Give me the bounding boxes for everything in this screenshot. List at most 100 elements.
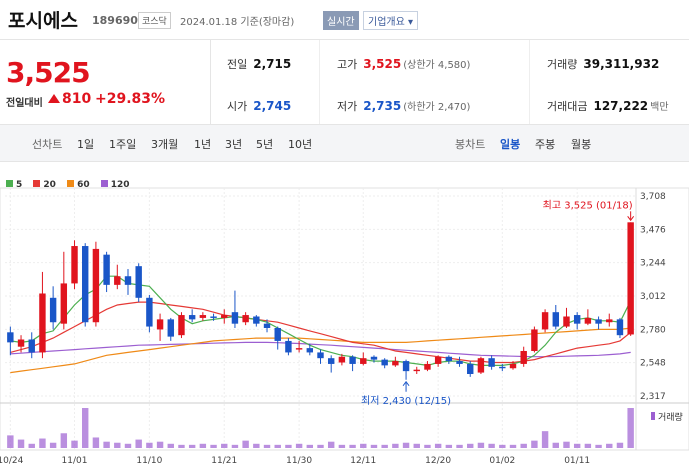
x-tick-label: 11/30 xyxy=(286,456,312,466)
candle-body xyxy=(563,316,570,327)
low-arrowhead-icon xyxy=(402,380,410,387)
ma60-line xyxy=(10,327,631,374)
volume-bar xyxy=(103,441,110,448)
volume-bar xyxy=(627,408,634,448)
candle-body xyxy=(327,358,335,364)
tab-3y[interactable]: 3년 xyxy=(225,138,243,151)
legend-swatch xyxy=(33,180,41,187)
candle-body xyxy=(402,361,410,372)
x-tick-label: 12/11 xyxy=(350,456,376,466)
volume-bar xyxy=(531,440,538,448)
price-change: 810 xyxy=(48,91,91,107)
volume-bar xyxy=(7,435,14,448)
divider xyxy=(529,40,530,124)
volume-legend-swatch xyxy=(651,412,655,420)
candle-body xyxy=(317,352,324,359)
stat-sub: (상한가 4,580) xyxy=(403,60,471,71)
candle-body xyxy=(114,276,121,285)
stat-label: 거래대금 xyxy=(547,100,588,113)
candle-body xyxy=(221,315,228,318)
stat-label: 시가 xyxy=(227,100,248,113)
candle-body xyxy=(71,246,78,284)
realtime-button[interactable]: 실시간 xyxy=(323,11,359,30)
stock-chart[interactable]: 10/24 11/01 11/10 11/21 11/30 12/11 12/20 01/02… xyxy=(0,170,689,476)
stat-sub: (하한가 2,470) xyxy=(403,102,471,113)
stat-value: 2,715 xyxy=(253,57,292,71)
volume-bar xyxy=(295,443,303,448)
legend-swatch xyxy=(67,180,75,187)
tab-monthly[interactable]: 월봉 xyxy=(571,138,592,151)
candle-body xyxy=(584,317,592,324)
prev-day-label: 전일대비 xyxy=(6,98,43,109)
tab-daily[interactable]: 일봉 xyxy=(500,138,521,151)
company-info-dropdown[interactable]: 기업개요 ▾ xyxy=(363,11,418,30)
legend-ma20[interactable]: 20 xyxy=(33,180,56,190)
tab-1w[interactable]: 1주일 xyxy=(109,138,137,151)
volume-bar xyxy=(263,444,271,448)
line-chart-label[interactable]: 선차트 xyxy=(32,138,63,151)
candle-body xyxy=(627,222,634,335)
stock-name[interactable]: 포시에스 xyxy=(8,10,78,32)
candle-body xyxy=(338,356,346,363)
volume-bar xyxy=(156,441,164,448)
stat-label: 거래량 xyxy=(547,58,578,71)
chart-frame xyxy=(0,187,689,451)
candle-body xyxy=(616,319,624,336)
y-tick-label: 3,012 xyxy=(640,292,666,302)
candle-body xyxy=(103,254,110,285)
volume-bar xyxy=(231,444,239,448)
tab-1d[interactable]: 1일 xyxy=(77,138,95,151)
candle-chart-label[interactable]: 봉차트 xyxy=(455,138,486,151)
volume-bar xyxy=(199,443,207,448)
candle-body xyxy=(178,315,185,336)
volume-bar xyxy=(477,442,485,448)
tab-3m[interactable]: 3개월 xyxy=(151,138,179,151)
x-tick-label: 11/10 xyxy=(136,456,162,466)
volume-bar xyxy=(306,444,314,448)
volume-bar xyxy=(434,443,442,448)
volume-bar xyxy=(82,408,89,448)
stat-amount: 거래대금 127,222 백만 xyxy=(547,98,669,114)
legend-label: 20 xyxy=(43,180,56,190)
volume-bar xyxy=(488,443,495,448)
tab-weekly[interactable]: 주봉 xyxy=(535,138,556,151)
candle-body xyxy=(92,248,100,323)
volume-bar xyxy=(424,444,431,448)
volume-bar xyxy=(338,444,346,448)
candle-body xyxy=(424,363,431,370)
stock-header: 포시에스 189690 코스닥 2024.01.18 기준(장마감) 실시간 기… xyxy=(0,0,689,40)
candle-body xyxy=(509,363,517,369)
legend-ma120[interactable]: 120 xyxy=(100,180,130,190)
volume-bar xyxy=(253,443,260,448)
volume-bar xyxy=(584,443,592,448)
tab-5y[interactable]: 5년 xyxy=(256,138,274,151)
high-arrowhead-icon xyxy=(627,216,635,222)
volume-bar xyxy=(606,443,613,448)
stat-label: 고가 xyxy=(337,58,358,71)
candle-body xyxy=(434,356,442,364)
candle-body xyxy=(146,297,153,327)
volume-bar xyxy=(509,444,517,448)
candle-body xyxy=(7,332,14,343)
stat-value: 2,735 xyxy=(363,99,402,113)
tab-1y[interactable]: 1년 xyxy=(194,138,212,151)
candle-body xyxy=(17,339,25,347)
stat-unit: 백만 xyxy=(650,102,669,113)
candle-body xyxy=(392,361,399,366)
legend-ma5[interactable]: 5 xyxy=(6,180,22,190)
x-tick-label: 11/01 xyxy=(62,456,88,466)
volume-bar xyxy=(124,443,132,448)
x-tick-label: 01/11 xyxy=(564,456,590,466)
volume-bar xyxy=(274,444,281,448)
price-summary: 3,525 전일대비 810 +29.83% xyxy=(0,40,210,124)
stat-open: 시가 2,745 xyxy=(227,98,291,114)
y-tick-label: 2,780 xyxy=(640,325,666,335)
legend-ma60[interactable]: 60 xyxy=(67,180,90,190)
volume-bar xyxy=(402,442,410,448)
volume-bar xyxy=(573,443,581,448)
volume-bar xyxy=(317,444,324,448)
volume-bar xyxy=(616,442,624,448)
market-badge: 코스닥 xyxy=(138,12,171,29)
y-tick-label: 3,708 xyxy=(640,192,666,202)
tab-10y[interactable]: 10년 xyxy=(288,138,313,151)
